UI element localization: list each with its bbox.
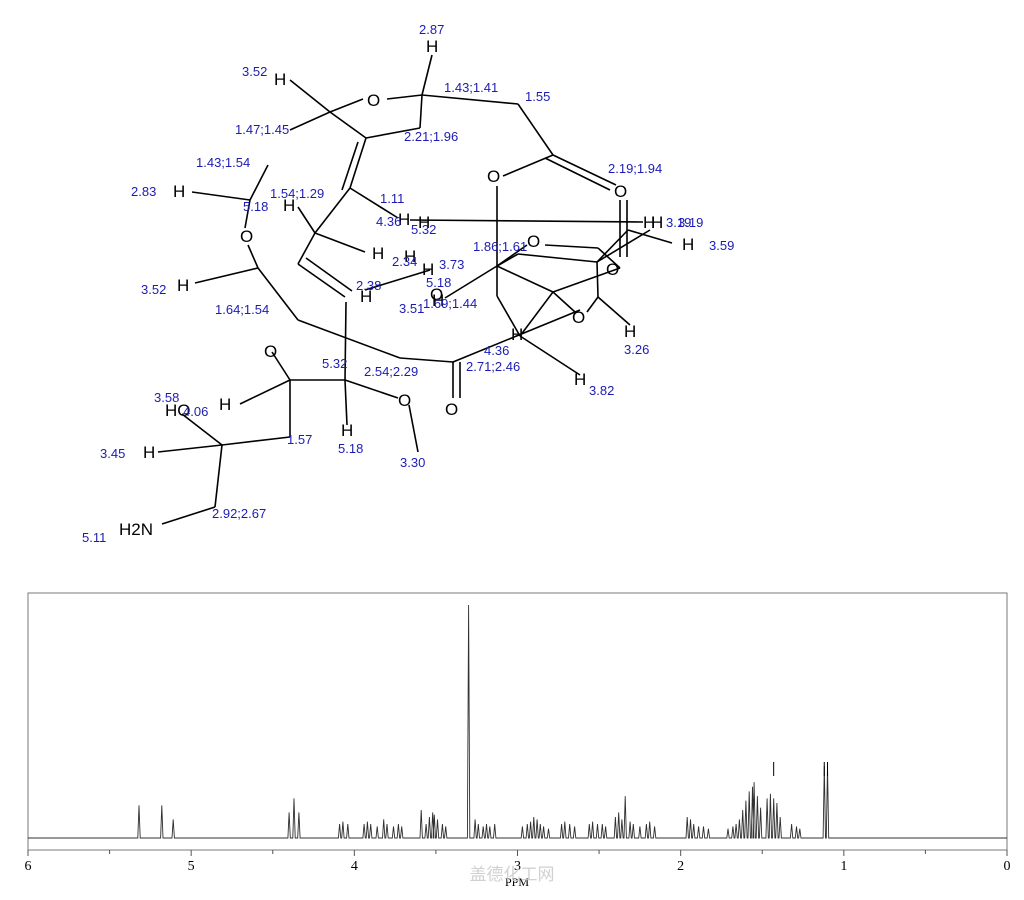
atom-label: O	[614, 182, 627, 201]
structure-diagram: H H O O O H H O H H O H H H H H O H H O …	[82, 22, 734, 545]
x-tick-label: 6	[25, 859, 32, 874]
shift-label: 3.51	[399, 301, 424, 316]
atom-label: H	[418, 213, 430, 232]
atom-label: H	[398, 210, 410, 229]
atom-label: O	[572, 308, 585, 327]
shift-label: 3.45	[100, 446, 125, 461]
shift-label: 3.26	[624, 342, 649, 357]
atom-label: H	[143, 443, 155, 462]
atom-label: H	[574, 370, 586, 389]
atom-labels: H H O O O H H O H H O H H H H H O H H O …	[119, 37, 694, 539]
shift-label: 3.52	[141, 282, 166, 297]
atom-label: H	[341, 421, 353, 440]
atom-label: O	[367, 91, 380, 110]
shift-label: 1.11	[380, 191, 404, 206]
x-tick-label: 4	[351, 859, 358, 874]
shift-label: 5.18	[338, 441, 363, 456]
shift-label: 3.82	[589, 383, 614, 398]
shift-label: 3.19	[666, 215, 691, 230]
shift-label: 2.71;2.46	[466, 359, 520, 374]
x-tick-label: 3	[514, 859, 521, 874]
atom-label: O	[430, 285, 443, 304]
atom-label: H	[404, 247, 416, 266]
shift-label: 3.59	[709, 238, 734, 253]
bonds	[157, 54, 673, 525]
atom-label: H	[173, 182, 185, 201]
shift-label: 3.19	[678, 215, 703, 230]
x-axis-label: PPM	[505, 875, 529, 889]
atom-label: O	[240, 227, 253, 246]
shift-label: 3.30	[400, 455, 425, 470]
plot-frame	[27, 592, 1008, 851]
peak-markers	[773, 762, 829, 776]
atom-label: H	[432, 291, 444, 310]
shift-label: 2.21;1.96	[404, 129, 458, 144]
atom-label: O	[527, 232, 540, 251]
x-tick-label: 2	[677, 859, 684, 874]
shift-label: 2.83	[131, 184, 156, 199]
shift-label: 4.36	[376, 214, 401, 229]
atom-label: H2N	[119, 520, 153, 539]
atom-label: H	[372, 244, 384, 263]
atom-label: H	[426, 37, 438, 56]
atom-label: O	[606, 260, 619, 279]
atom-label: H	[219, 395, 231, 414]
atom-label: O	[398, 391, 411, 410]
atom-label: H	[360, 287, 372, 306]
shift-label: 5.32	[411, 222, 436, 237]
atom-label: O	[487, 167, 500, 186]
atom-label: H	[643, 213, 655, 232]
shift-label: 1.43;1.41	[444, 80, 498, 95]
shift-label: 1.86;1.61	[473, 239, 527, 254]
shift-label: 2.92;2.67	[212, 506, 266, 521]
atom-label: H	[274, 70, 286, 89]
shift-label: 1.43;1.54	[196, 155, 250, 170]
atom-label: H	[283, 196, 295, 215]
atom-label: H	[177, 276, 189, 295]
atom-label: H	[624, 322, 636, 341]
shift-label: 5.32	[322, 356, 347, 371]
shift-label: 1.57	[287, 432, 312, 447]
x-tick-label: 5	[188, 859, 195, 874]
shift-label: 1.69;1.44	[423, 296, 477, 311]
shift-label: 3.58	[154, 390, 179, 405]
spectrum-line	[28, 604, 1007, 839]
x-axis: 6 5 4 3 2 1 0	[25, 850, 1011, 874]
shift-label: 2.34	[392, 254, 417, 269]
shift-label: 4.06	[183, 404, 208, 419]
shift-label: 5.11	[82, 530, 106, 545]
shift-label: 1.55	[525, 89, 550, 104]
atom-label: H	[511, 325, 523, 344]
shift-label: 2.19;1.94	[608, 161, 662, 176]
atom-label: H	[422, 260, 434, 279]
atom-label: O	[445, 400, 458, 419]
shift-label: 3.52	[242, 64, 267, 79]
shift-label: 5.18	[243, 199, 268, 214]
shift-label: 1.64;1.54	[215, 302, 269, 317]
shift-label: 1.54;1.29	[270, 186, 324, 201]
shift-label: 2.87	[419, 22, 444, 37]
shift-label: 2.38	[356, 278, 381, 293]
shift-label: 4.36	[484, 343, 509, 358]
shift-label: 3.73	[439, 257, 464, 272]
atom-label: O	[264, 342, 277, 361]
x-tick-label: 1	[840, 859, 847, 874]
atom-label: HO	[165, 401, 191, 420]
atom-label: H	[651, 213, 663, 232]
x-tick-label: 0	[1004, 859, 1011, 874]
watermark: 盖德化工网	[470, 865, 555, 885]
shift-labels: 2.87 3.52 1.43;1.41 1.55 1.47;1.45 2.21;…	[82, 22, 734, 545]
shift-label: 5.18	[426, 275, 451, 290]
atom-label: H	[682, 235, 694, 254]
shift-label: 1.47;1.45	[235, 122, 289, 137]
shift-label: 2.54;2.29	[364, 364, 418, 379]
